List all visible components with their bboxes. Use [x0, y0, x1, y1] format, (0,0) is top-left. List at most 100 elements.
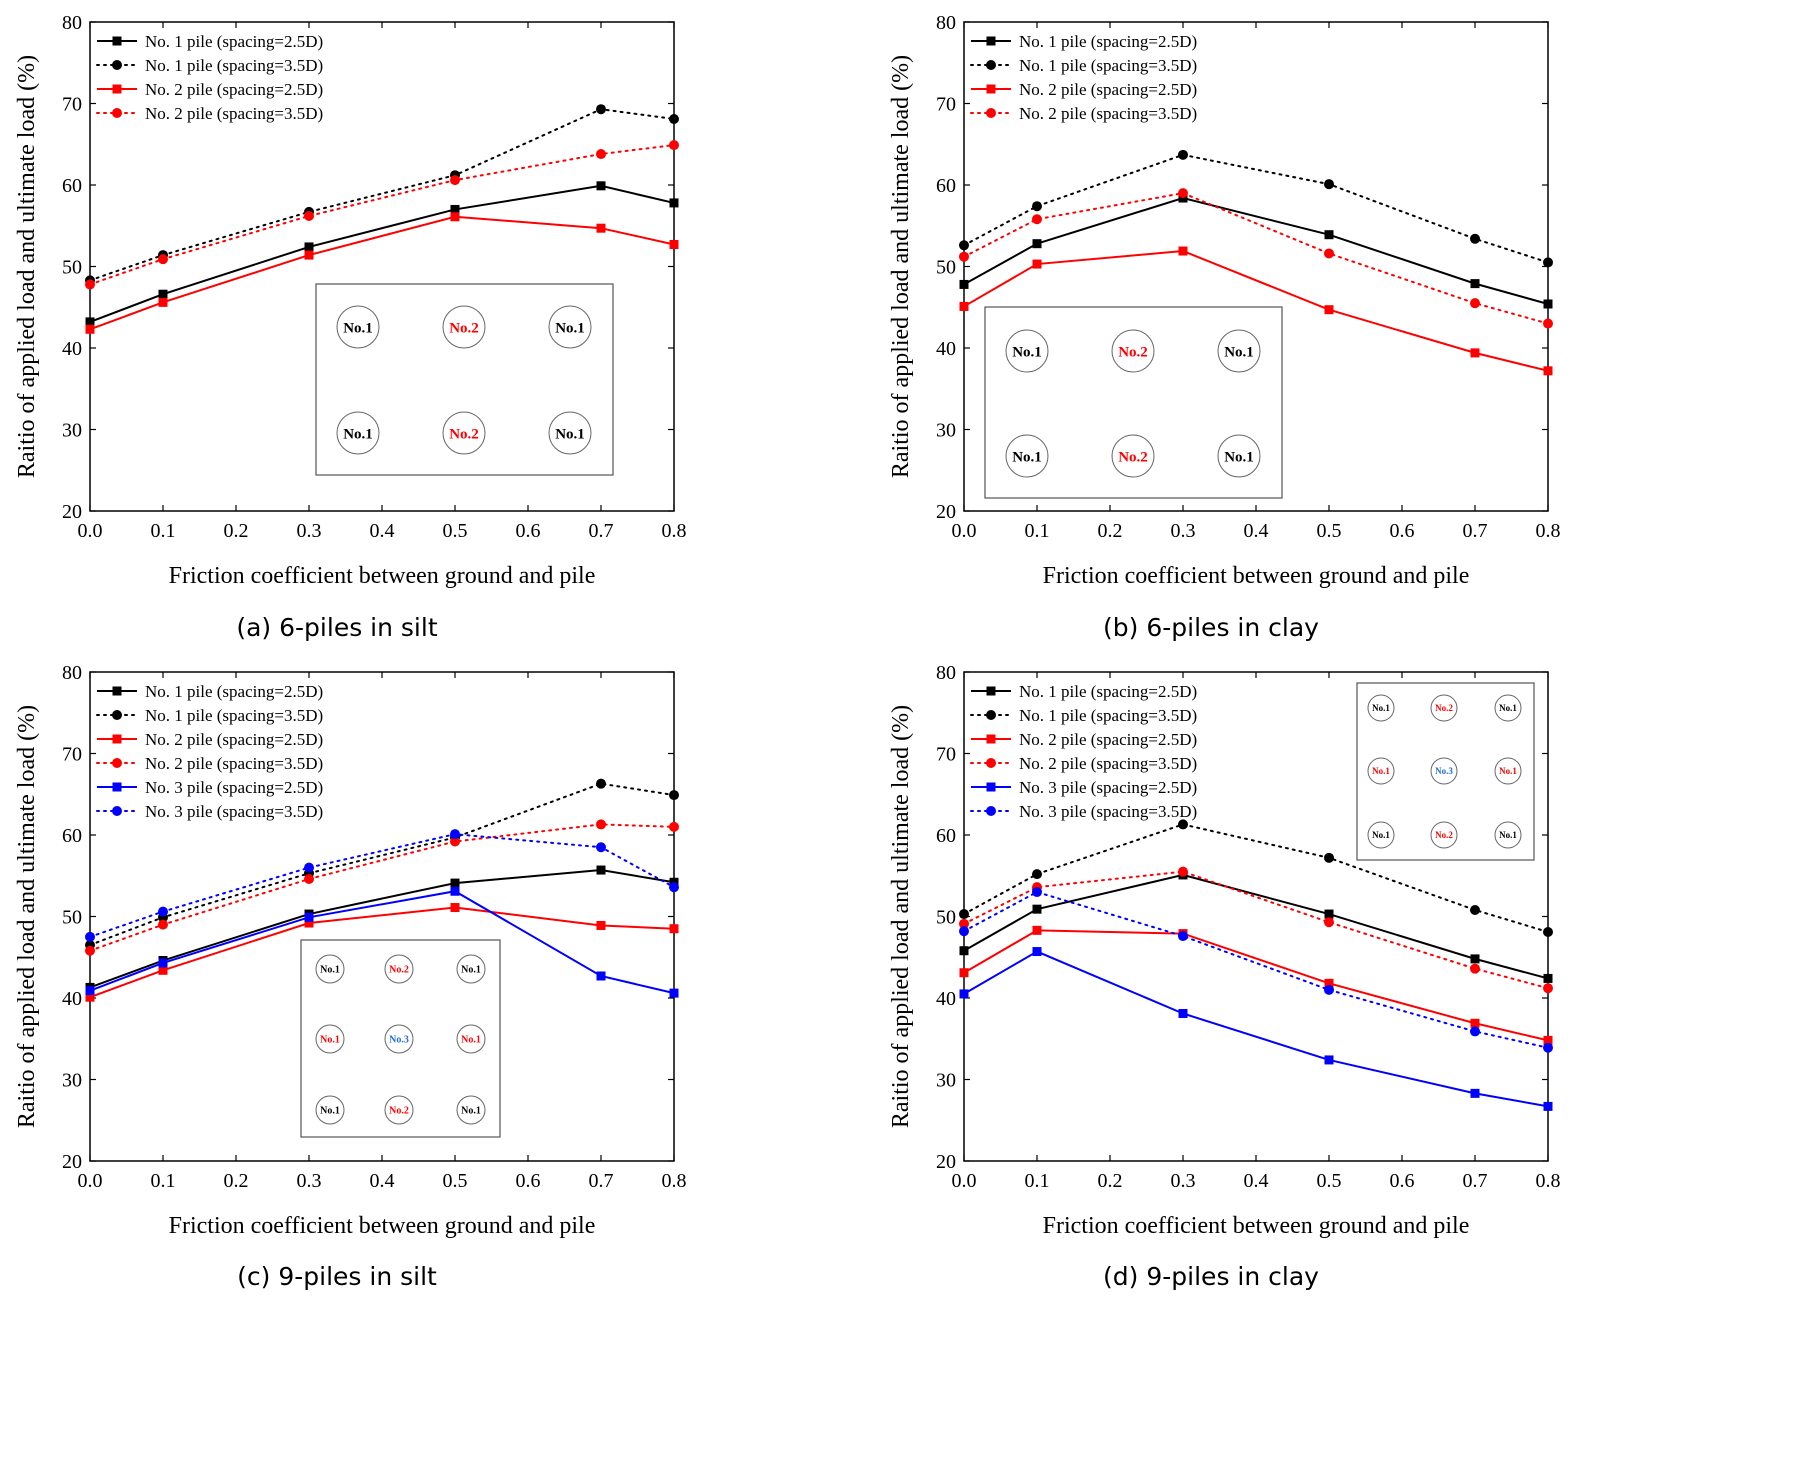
pile-circle	[1430, 694, 1458, 722]
series-1-point	[1032, 239, 1042, 249]
y-tick-label: 80	[62, 662, 82, 684]
pile-circle	[456, 1095, 486, 1125]
series-4-point	[450, 175, 460, 186]
legend-marker	[986, 806, 996, 816]
series-line-5	[89, 890, 675, 995]
y-tick-label: 60	[62, 175, 82, 197]
series-line-3	[89, 906, 675, 999]
series-1-point	[1470, 279, 1480, 289]
y-tick-label: 80	[936, 12, 956, 34]
series-5-point	[450, 886, 460, 896]
legend-marker	[112, 806, 122, 816]
pile-label: No.1	[1012, 344, 1042, 360]
series-3-point	[1032, 259, 1042, 269]
series-2-point	[669, 790, 679, 801]
x-axis-title: Friction coefficient between ground and …	[169, 1213, 596, 1239]
series-4-point	[1178, 188, 1188, 199]
legend: No. 1 pile (spacing=2.5D) No. 1 pile (spa…	[96, 32, 323, 123]
series-line-2	[89, 108, 675, 282]
x-tick-label: 0.6	[516, 1170, 541, 1192]
pile-label: No.1	[555, 426, 585, 442]
x-tick-label: 0.2	[224, 1170, 249, 1192]
series-6-point	[596, 842, 606, 853]
series-5-point	[959, 989, 969, 999]
series-line-1	[89, 184, 675, 323]
series-3-point	[158, 297, 168, 307]
y-tick-label: 30	[62, 420, 82, 442]
pile-circle	[1111, 434, 1155, 478]
y-axis-title: Raitio of applied load and ultimate load…	[14, 55, 40, 478]
chart-panel-3: 0.0 0.1 0.2 0.3 0.4 0.5 0.6 0.7 0.8 20 30 40 50 60 70 8…	[14, 662, 687, 1291]
legend-entry: No. 3 pile (spacing=3.5D)	[145, 802, 323, 821]
legend-marker	[112, 782, 122, 792]
x-tick-label: 0.8	[1536, 520, 1561, 542]
series-4-point	[85, 945, 95, 956]
y-tick-label: 50	[936, 257, 956, 279]
pile-circle	[384, 1095, 414, 1125]
y-tick-label: 60	[62, 825, 82, 847]
x-tick-label: 0.5	[1317, 520, 1342, 542]
legend-marker	[986, 36, 996, 46]
pile-label: No.2	[1118, 449, 1148, 465]
series-4-point	[1543, 318, 1553, 329]
series-6-point	[1543, 1042, 1553, 1053]
series-5-point	[85, 986, 95, 996]
series-4-point	[158, 254, 168, 265]
x-tick-label: 0.4	[370, 520, 395, 542]
series-3-point	[450, 212, 460, 222]
legend-entry: No. 2 pile (spacing=3.5D)	[1019, 104, 1197, 123]
pile-label: No.1	[320, 1035, 340, 1046]
series-line-2	[89, 782, 675, 947]
series-4-point	[1324, 917, 1334, 928]
series-1-point	[596, 181, 606, 191]
y-tick-label: 20	[62, 1151, 82, 1173]
series-3-point	[669, 924, 679, 934]
series-5-point	[158, 958, 168, 968]
pile-layout-inset: No.1 No.2 No.1 No.1 No.2 No.1	[984, 306, 1283, 499]
series-1-point	[1324, 230, 1334, 240]
pile-circle	[1494, 694, 1522, 722]
series-line-4	[89, 144, 675, 286]
series-2-point	[1324, 852, 1334, 863]
x-tick-label: 0.4	[1244, 520, 1269, 542]
x-tick-label: 0.0	[78, 520, 103, 542]
x-tick-label: 0.8	[662, 1170, 687, 1192]
x-tick-label: 0.7	[589, 1170, 614, 1192]
x-tick-label: 0.1	[151, 520, 176, 542]
series-line-6	[89, 833, 675, 938]
inset-frame	[984, 306, 1283, 499]
pile-label: No.2	[1118, 344, 1148, 360]
x-tick-label: 0.2	[224, 520, 249, 542]
series-6-point	[450, 829, 460, 840]
x-tick-label: 0.0	[952, 1170, 977, 1192]
x-tick-label: 0.8	[1536, 1170, 1561, 1192]
series-5-point	[1178, 1008, 1188, 1018]
legend-marker	[112, 108, 122, 118]
series-3-point	[158, 965, 168, 975]
series-6-point	[1178, 931, 1188, 942]
x-tick-label: 0.6	[1390, 1170, 1415, 1192]
inset-frame	[300, 939, 501, 1138]
series-4-point	[158, 919, 168, 930]
legend: No. 1 pile (spacing=2.5D) No. 1 pile (spa…	[96, 682, 323, 821]
pile-label: No.1	[1224, 344, 1254, 360]
pile-label: No.1	[343, 426, 373, 442]
series-line-4	[89, 823, 675, 952]
y-tick-label: 50	[62, 907, 82, 929]
x-axis-title: Friction coefficient between ground and …	[1043, 563, 1470, 589]
series-3-point	[85, 324, 95, 334]
series-6-point	[1324, 984, 1334, 995]
y-tick-label: 30	[936, 420, 956, 442]
panel-caption: (b) 6-piles in clay	[1103, 613, 1319, 642]
legend: No. 1 pile (spacing=2.5D) No. 1 pile (spa…	[970, 682, 1197, 821]
y-tick-label: 40	[62, 988, 82, 1010]
series-2-point	[1543, 926, 1553, 937]
legend-entry: No. 1 pile (spacing=3.5D)	[145, 706, 323, 725]
series-4-point	[669, 140, 679, 151]
series-2-point	[1032, 201, 1042, 212]
legend-marker	[986, 60, 996, 70]
series-2-point	[1324, 179, 1334, 190]
series-1-point	[450, 204, 460, 214]
series-4-point	[1543, 983, 1553, 994]
legend-entry: No. 2 pile (spacing=2.5D)	[1019, 80, 1197, 99]
